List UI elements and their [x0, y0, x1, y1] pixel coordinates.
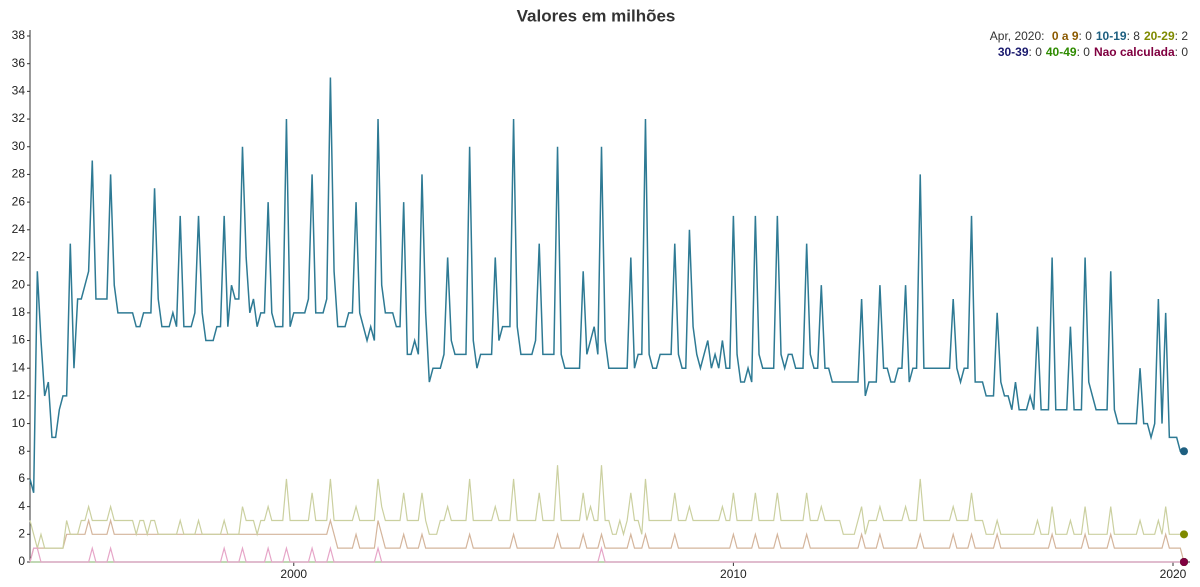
- legend-name: 30-39: [998, 45, 1035, 59]
- chart-title: Valores em milhões: [517, 6, 676, 25]
- legend-name: 20-29: [1144, 29, 1181, 43]
- legend-row: Apr, 2020 0 a 90 10-198 20-292: [990, 28, 1188, 44]
- legend-date: Apr, 2020: [990, 29, 1048, 43]
- y-tick-label: 18: [12, 305, 26, 319]
- legend-entry: 20-292: [1144, 29, 1188, 43]
- series-line: [29, 77, 1184, 493]
- legend-entry: 0 a 90: [1052, 29, 1092, 43]
- series-line: [29, 465, 1184, 551]
- legend-value: 8: [1133, 29, 1140, 43]
- y-tick-label: 2: [18, 526, 25, 540]
- legend-name: 0 a 9: [1052, 29, 1085, 43]
- y-tick-label: 22: [12, 250, 26, 264]
- y-tick-label: 20: [12, 277, 26, 291]
- legend-row: 30-39040-490Nao calculada0: [990, 44, 1188, 60]
- x-tick-label: 2000: [280, 567, 307, 581]
- legend-entry: Nao calculada0: [1094, 45, 1188, 59]
- legend-name: 10-19: [1096, 29, 1133, 43]
- y-tick-label: 38: [12, 28, 26, 42]
- y-tick-label: 16: [12, 333, 26, 347]
- x-tick-label: 2020: [1160, 567, 1187, 581]
- legend-value: 0: [1181, 45, 1188, 59]
- legend-value: 2: [1181, 29, 1188, 43]
- y-tick-label: 36: [12, 56, 26, 70]
- series-line: [29, 545, 1184, 563]
- end-dot: [1180, 447, 1188, 456]
- end-dot: [1180, 558, 1188, 566]
- legend-entry: 10-198: [1096, 29, 1140, 43]
- y-tick-label: 26: [12, 194, 26, 208]
- legend-value: 0: [1083, 45, 1090, 59]
- y-tick-label: 4: [18, 499, 25, 513]
- y-tick-label: 6: [18, 471, 25, 485]
- legend-entry: 30-390: [998, 45, 1042, 59]
- y-tick-label: 30: [12, 139, 26, 153]
- y-tick-label: 34: [12, 84, 26, 98]
- legend: Apr, 20200 a 9010-19820-29230-39040-490N…: [990, 28, 1188, 60]
- y-tick-label: 12: [12, 388, 26, 402]
- y-tick-label: 8: [18, 443, 25, 457]
- legend-name: Nao calculada: [1094, 45, 1181, 59]
- legend-entry: 40-490: [1046, 45, 1090, 59]
- y-tick-label: 32: [12, 111, 26, 125]
- x-tick-label: 2010: [720, 567, 747, 581]
- y-tick-label: 0: [18, 554, 25, 568]
- legend-value: 0: [1035, 45, 1042, 59]
- y-tick-label: 14: [12, 360, 26, 374]
- y-tick-label: 24: [12, 222, 26, 236]
- legend-name: 40-49: [1046, 45, 1083, 59]
- end-dot: [1180, 530, 1188, 539]
- series-line: [29, 518, 1185, 563]
- y-tick-label: 28: [12, 167, 26, 181]
- legend-value: 0: [1085, 29, 1092, 43]
- y-tick-label: 10: [12, 416, 26, 430]
